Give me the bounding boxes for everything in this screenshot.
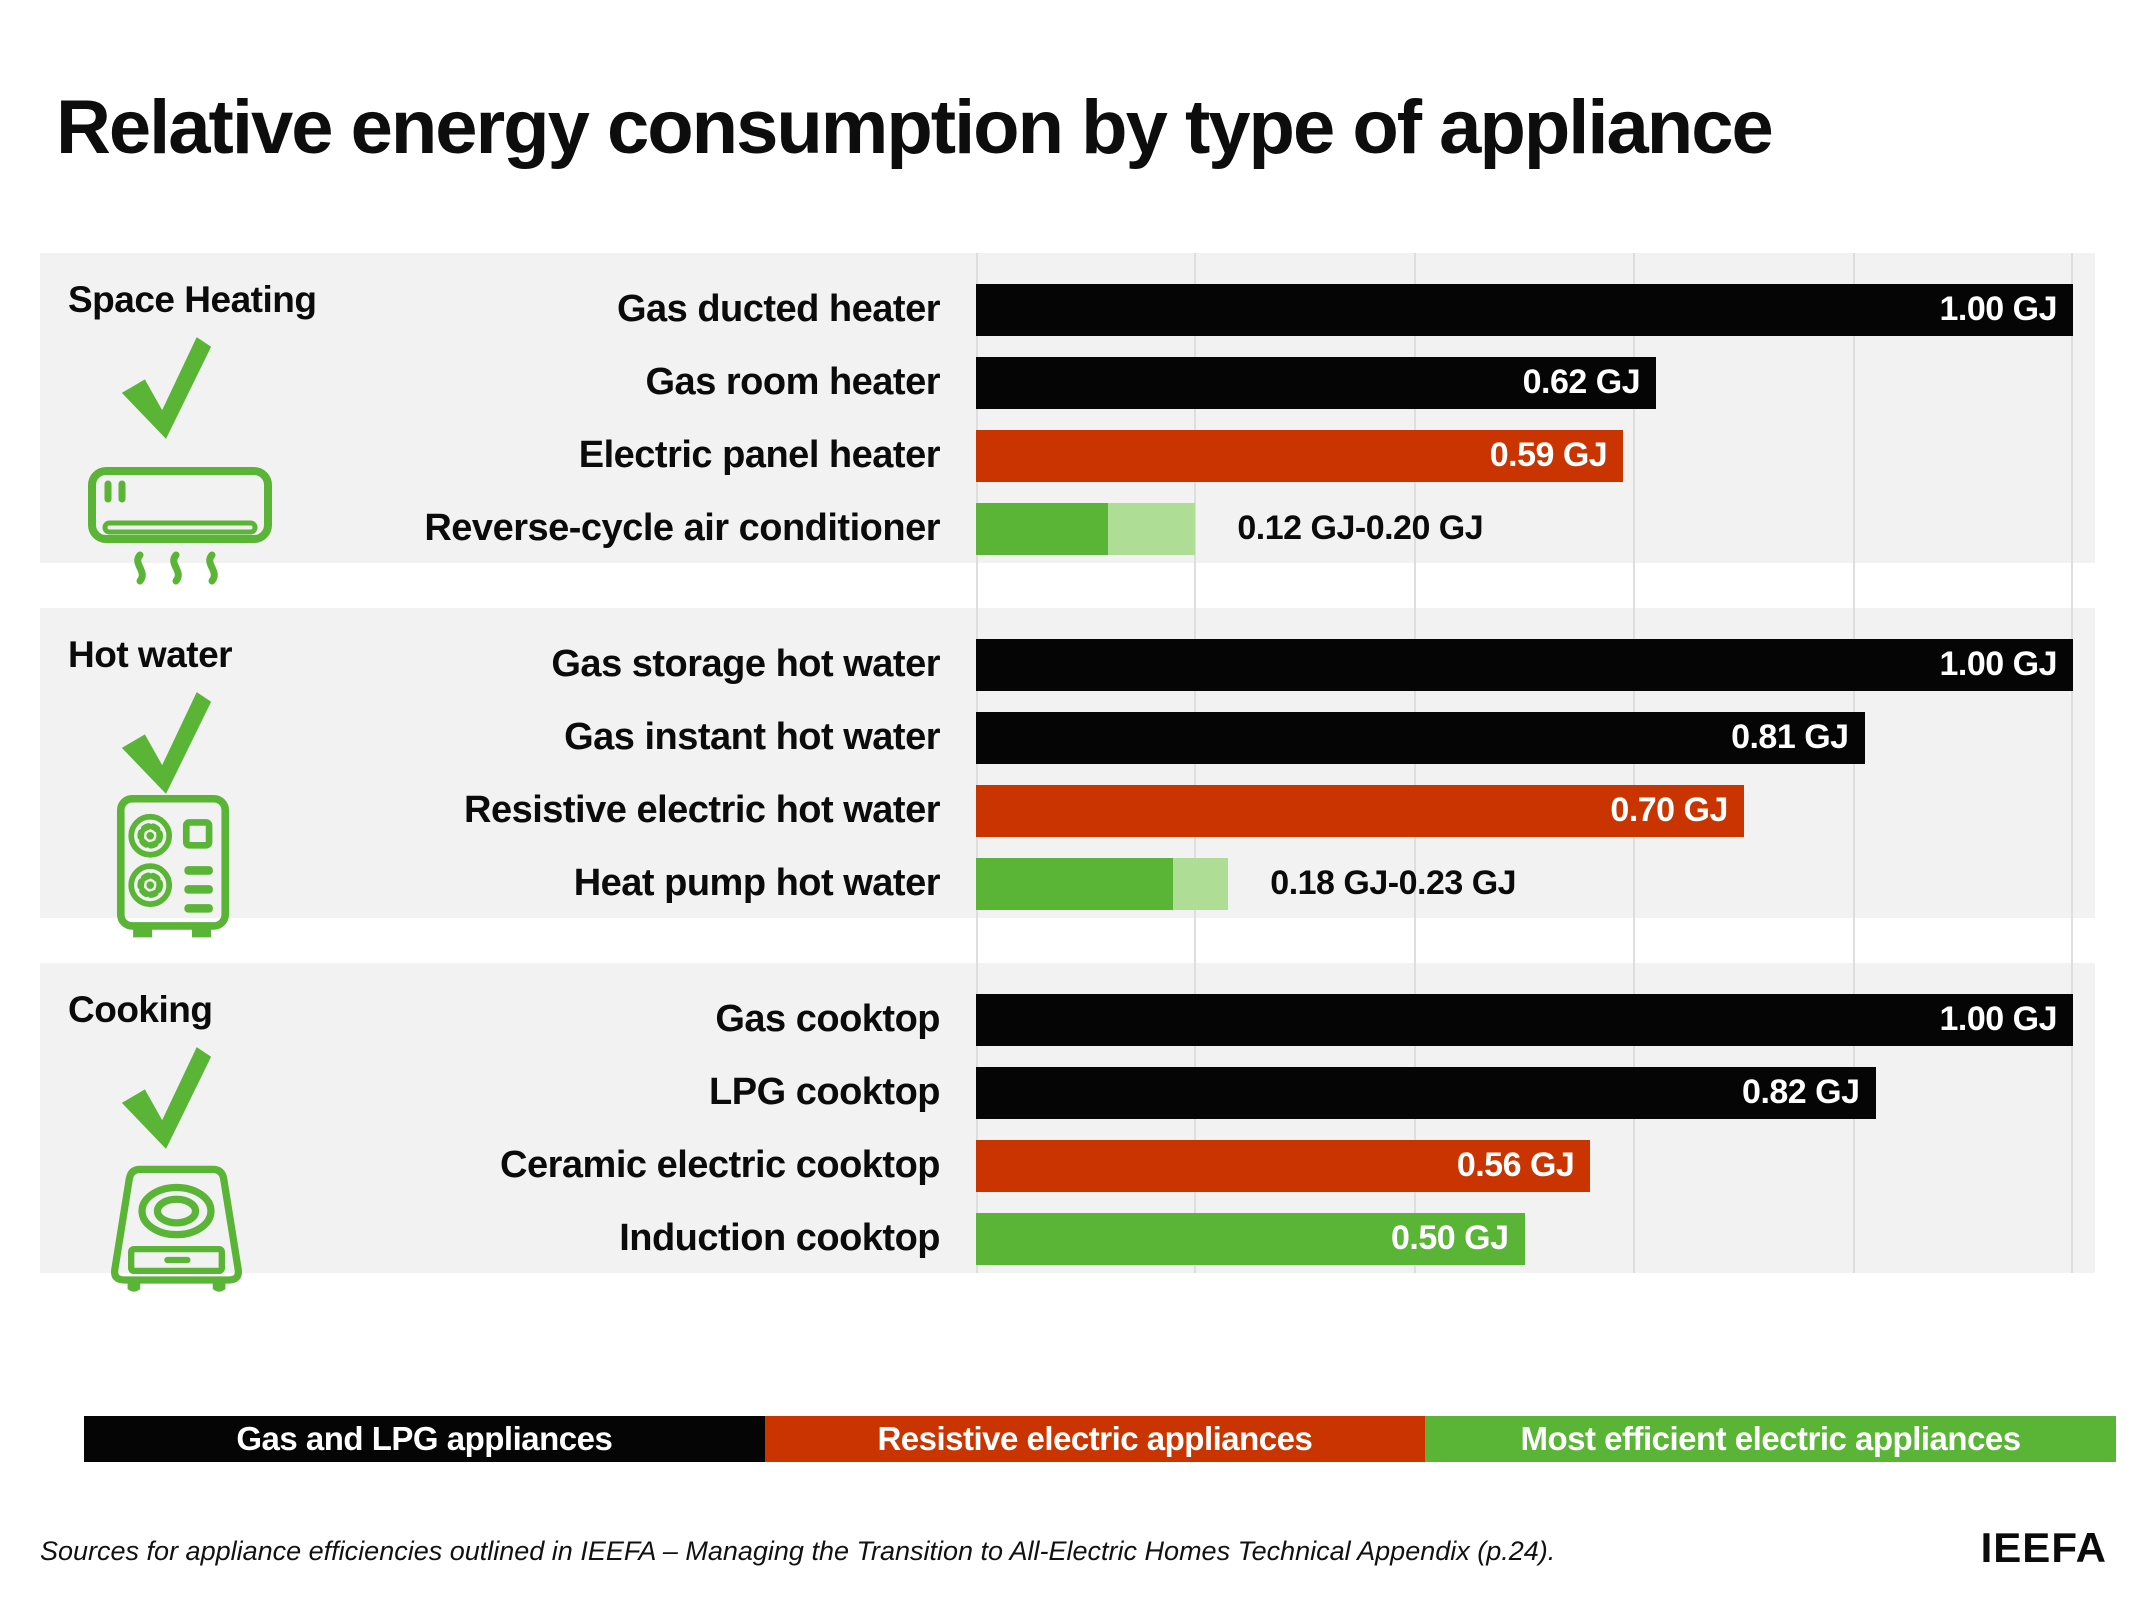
bar-track: 0.12 GJ-0.20 GJ bbox=[976, 502, 2073, 555]
section-header-space-heating: Space Heating bbox=[68, 279, 318, 585]
row-ceramic-electric-cooktop: Ceramic electric cooktop 0.56 GJ bbox=[40, 1129, 2095, 1202]
row-electric-panel-heater: Electric panel heater 0.59 GJ bbox=[40, 419, 2095, 492]
bar-label: Reverse-cycle air conditioner bbox=[424, 507, 940, 549]
row-resistive-electric-hot-water: Resistive electric hot water 0.70 GJ bbox=[40, 774, 2095, 847]
bar-track: 0.82 GJ bbox=[976, 1066, 2073, 1119]
bar-value: 0.62 GJ bbox=[1522, 363, 1641, 401]
legend-item-gas: Gas and LPG appliances bbox=[84, 1416, 765, 1462]
bar-track: 0.81 GJ bbox=[976, 711, 2073, 764]
checkmark-icon bbox=[121, 692, 212, 794]
row-heat-pump-hot-water: Heat pump hot water 0.18 GJ-0.23 GJ bbox=[40, 847, 2095, 920]
bar-efficient-range-min bbox=[976, 502, 1108, 555]
bar-value: 1.00 GJ bbox=[1939, 1000, 2058, 1038]
bar-label: Gas storage hot water bbox=[551, 643, 940, 685]
bar-track: 0.70 GJ bbox=[976, 784, 2073, 837]
bar-label: Ceramic electric cooktop bbox=[500, 1144, 940, 1186]
bar-label: Gas ducted heater bbox=[616, 288, 941, 330]
bar-value: 1.00 GJ bbox=[1939, 290, 2058, 328]
row-gas-room-heater: Gas room heater 0.62 GJ bbox=[40, 346, 2095, 419]
page-title: Relative energy consumption by type of a… bbox=[56, 85, 1774, 170]
bar-efficient: 0.50 GJ bbox=[976, 1212, 1525, 1265]
checkmark-icon bbox=[121, 337, 212, 439]
bar-value: 0.81 GJ bbox=[1731, 718, 1849, 756]
bar-gas: 1.00 GJ bbox=[976, 638, 2073, 691]
bar-value: 1.00 GJ bbox=[1939, 645, 2058, 683]
heat-pump-icon bbox=[116, 794, 230, 938]
bar-track: 0.18 GJ-0.23 GJ bbox=[976, 857, 2073, 910]
bar-track: 1.00 GJ bbox=[976, 638, 2073, 691]
bar-range-value: 0.12 GJ-0.20 GJ bbox=[1237, 509, 1484, 547]
legend-label: Resistive electric appliances bbox=[877, 1420, 1313, 1457]
bar-label: Electric panel heater bbox=[578, 434, 941, 476]
legend-item-efficient: Most efficient electric appliances bbox=[1425, 1416, 2116, 1462]
bar-gas: 0.82 GJ bbox=[976, 1066, 1876, 1119]
bar-efficient-range-min bbox=[976, 857, 1174, 910]
bar-resistive: 0.56 GJ bbox=[976, 1139, 1591, 1192]
row-gas-cooktop: Gas cooktop 1.00 GJ bbox=[40, 983, 2095, 1056]
legend: Gas and LPG appliances Resistive electri… bbox=[84, 1416, 2116, 1462]
bar-label: Gas instant hot water bbox=[564, 716, 940, 758]
bar-label: Gas room heater bbox=[645, 361, 941, 403]
section-cooking: Cooking Gas cooktop 1. bbox=[40, 963, 2095, 1292]
legend-label: Gas and LPG appliances bbox=[236, 1420, 613, 1457]
row-gas-storage-hot-water: Gas storage hot water 1.00 GJ bbox=[40, 628, 2095, 701]
section-title: Hot water bbox=[68, 634, 233, 675]
legend-item-resistive: Resistive electric appliances bbox=[764, 1416, 1426, 1462]
induction-cooktop-icon bbox=[111, 1165, 242, 1292]
row-reverse-cycle-air-conditioner: Reverse-cycle air conditioner 0.12 GJ-0.… bbox=[40, 492, 2095, 565]
bar-track: 0.59 GJ bbox=[976, 429, 2073, 482]
bar-value: 0.50 GJ bbox=[1391, 1219, 1509, 1257]
bar-track: 1.00 GJ bbox=[976, 993, 2073, 1046]
bar-resistive: 0.70 GJ bbox=[976, 784, 1744, 837]
ieefa-logo: IEEFA bbox=[1980, 1524, 2107, 1571]
section-title: Space Heating bbox=[68, 279, 317, 320]
row-induction-cooktop: Induction cooktop 0.50 GJ bbox=[40, 1202, 2095, 1275]
gridline bbox=[2071, 253, 2073, 1273]
section-title: Cooking bbox=[68, 989, 213, 1030]
row-lpg-cooktop: LPG cooktop 0.82 GJ bbox=[40, 1056, 2095, 1129]
bar-chart: Space Heating Gas ducted heater bbox=[40, 253, 2095, 1292]
bar-track: 0.62 GJ bbox=[976, 356, 2073, 409]
bar-gas: 1.00 GJ bbox=[976, 283, 2073, 336]
bar-value: 0.70 GJ bbox=[1610, 791, 1728, 829]
bar-range-value: 0.18 GJ-0.23 GJ bbox=[1270, 864, 1517, 902]
section-hot-water: Hot water bbox=[40, 608, 2095, 938]
bar-gas: 1.00 GJ bbox=[976, 993, 2073, 1046]
bar-label: Gas cooktop bbox=[715, 998, 940, 1040]
bar-resistive: 0.59 GJ bbox=[976, 429, 1624, 482]
section-header-cooking: Cooking bbox=[68, 989, 318, 1292]
bar-value: 0.82 GJ bbox=[1742, 1073, 1860, 1111]
bar-label: Induction cooktop bbox=[619, 1217, 940, 1259]
air-conditioner-icon bbox=[88, 467, 272, 585]
bar-track: 0.56 GJ bbox=[976, 1139, 2073, 1192]
section-header-hot-water: Hot water bbox=[68, 634, 318, 938]
bar-label: Heat pump hot water bbox=[573, 862, 941, 904]
bar-label: LPG cooktop bbox=[709, 1071, 940, 1113]
bar-value: 0.56 GJ bbox=[1456, 1146, 1575, 1184]
row-gas-ducted-heater: Gas ducted heater 1.00 GJ bbox=[40, 273, 2095, 346]
bar-track: 1.00 GJ bbox=[976, 283, 2073, 336]
checkmark-icon bbox=[121, 1047, 212, 1149]
bar-value: 0.59 GJ bbox=[1489, 436, 1608, 474]
legend-label: Most efficient electric appliances bbox=[1520, 1420, 2021, 1457]
bar-label: Resistive electric hot water bbox=[464, 789, 941, 831]
source-note: Sources for appliance efficiencies outli… bbox=[40, 1536, 1556, 1566]
bar-gas: 0.62 GJ bbox=[976, 356, 1657, 409]
row-gas-instant-hot-water: Gas instant hot water 0.81 GJ bbox=[40, 701, 2095, 774]
section-space-heating: Space Heating Gas ducted heater bbox=[40, 253, 2095, 585]
bar-track: 0.50 GJ bbox=[976, 1212, 2073, 1265]
bar-gas: 0.81 GJ bbox=[976, 711, 1865, 764]
